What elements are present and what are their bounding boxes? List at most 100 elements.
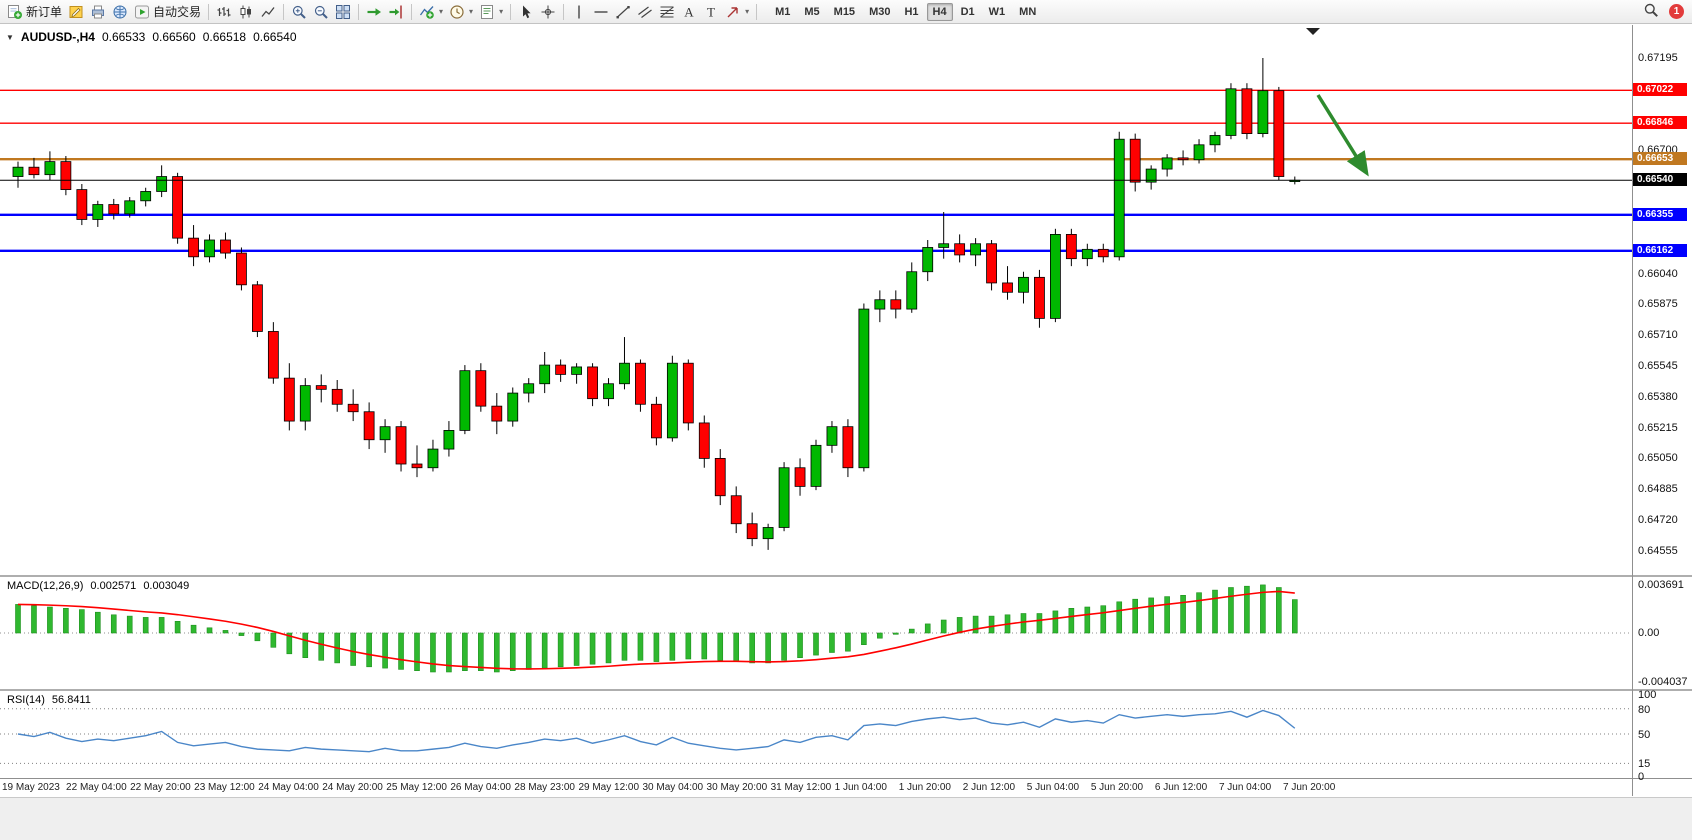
toolbar-separator [510, 3, 512, 20]
templates-icon [479, 4, 495, 20]
new-order-button[interactable]: 新订单 [4, 2, 65, 22]
time-axis[interactable]: 19 May 2023 22 May 04:00 22 May 20:00 23 Ma… [0, 778, 1692, 797]
cursor-button[interactable] [515, 2, 537, 22]
price-badge-0.66653: 0.66653 [1633, 152, 1687, 166]
timeframe-mn[interactable]: MN [1019, 5, 1037, 18]
timeframe-m15[interactable]: M15 [833, 5, 856, 18]
tile-windows-icon [335, 4, 351, 20]
ohlc-close: 0.66540 [253, 30, 297, 44]
timeframe-m5[interactable]: M5 [804, 5, 820, 18]
collapse-ohlc-icon[interactable]: ▼ [6, 32, 14, 42]
zoom-out-button[interactable] [310, 2, 332, 22]
rsi-axis-label: 50 [1638, 729, 1651, 741]
print-button[interactable] [87, 2, 109, 22]
time-axis-label: 1 Jun 20:00 [898, 782, 951, 793]
timeframe-m1[interactable]: M1 [775, 5, 791, 18]
timeframe-d1[interactable]: D1 [960, 5, 975, 18]
line-chart-button[interactable] [257, 2, 279, 22]
macd-axis-label: -0.004037 [1638, 676, 1688, 688]
ohlc-low: 0.66518 [202, 30, 247, 44]
panel-separator[interactable] [0, 575, 1692, 577]
web-community-button[interactable] [109, 2, 131, 22]
chevron-down-icon: ▾ [499, 7, 504, 16]
web-icon [112, 4, 128, 20]
timeframe-h4[interactable]: H4 [926, 2, 953, 21]
time-axis-label: 31 May 12:00 [770, 782, 832, 793]
fibonacci-button[interactable] [656, 2, 678, 22]
trendline-icon [615, 4, 631, 20]
price-axis-label: 0.65875 [1638, 298, 1678, 311]
price-axis-label: 0.64555 [1638, 544, 1678, 557]
panel-separator[interactable] [0, 689, 1692, 691]
chart-shift-button[interactable] [385, 2, 407, 22]
crosshair-button[interactable] [537, 2, 559, 22]
chevron-down-icon: ▾ [469, 7, 474, 16]
timeframe-h1[interactable]: H1 [904, 5, 919, 18]
macd-canvas[interactable] [0, 578, 1692, 688]
time-axis-label: 7 Jun 04:00 [1218, 782, 1272, 793]
price-badge-0.66162: 0.66162 [1633, 243, 1687, 257]
price-axis-label: 0.65545 [1638, 360, 1678, 372]
ohlc-high: 0.66560 [152, 30, 196, 44]
text-button[interactable]: A [678, 2, 700, 22]
vertical-line-button[interactable] [568, 2, 590, 22]
cursor-icon [518, 4, 534, 20]
new-order-button-label: 新订单 [26, 5, 63, 19]
toolbar-separator [411, 3, 413, 20]
indicators-button[interactable]: ▾ [416, 2, 446, 22]
chart-shift-marker[interactable] [1306, 28, 1320, 35]
ohlc-open: 0.66533 [101, 30, 146, 44]
time-axis-label: 23 May 12:00 [194, 782, 255, 793]
algo-trading-icon [134, 4, 150, 20]
toolbar-right: 1 [1640, 0, 1688, 23]
price-badge-0.67022: 0.67022 [1633, 83, 1687, 97]
arrows-button[interactable]: ▾ [722, 2, 752, 22]
notifications-badge[interactable]: 1 [1669, 4, 1684, 19]
rsi-axis-label: 15 [1638, 758, 1651, 771]
trendline-button[interactable] [612, 2, 634, 22]
price-chart-canvas[interactable] [0, 25, 1692, 573]
search-button[interactable] [1640, 0, 1662, 20]
bar-chart-button[interactable] [213, 2, 235, 22]
tile-windows-button[interactable] [332, 2, 354, 22]
svg-text:A: A [684, 4, 694, 19]
print-icon [90, 4, 106, 20]
line-chart-icon [260, 4, 276, 20]
rsi-axis-label: 0 [1638, 771, 1645, 783]
timeframe-m30[interactable]: M30 [869, 5, 891, 18]
toolbar-separator [208, 3, 210, 20]
templates-button[interactable]: ▾ [476, 2, 506, 22]
time-axis-label: 5 Jun 20:00 [1090, 782, 1144, 793]
toolbar-separator [283, 3, 285, 20]
candlestick-chart-button[interactable] [235, 2, 257, 22]
rsi-canvas[interactable] [0, 692, 1692, 776]
rsi-label: RSI(14) 56.8411 [7, 694, 91, 706]
price-axis-label: 0.65380 [1638, 390, 1678, 403]
time-axis-label: 19 May 2023 [2, 782, 60, 793]
horizontal-line-button[interactable] [590, 2, 612, 22]
time-axis-label: 25 May 12:00 [386, 782, 447, 793]
time-axis-label: 28 May 23:00 [514, 782, 575, 793]
trend-arrow-annotation[interactable] [1316, 94, 1369, 177]
macd-label: MACD(12,26,9) 0.002571 0.003049 [7, 580, 189, 592]
auto-scroll-button[interactable] [363, 2, 385, 22]
window-footer [0, 797, 1692, 840]
search-icon [1643, 2, 1659, 18]
algo-trading-button-label: 自动交易 [153, 5, 202, 19]
zoom-in-icon [291, 4, 307, 20]
algo-trading-button[interactable]: 自动交易 [131, 2, 204, 22]
equidistant-channel-button[interactable] [634, 2, 656, 22]
time-axis-label: 30 May 04:00 [642, 782, 704, 793]
periods-button[interactable]: ▾ [446, 2, 476, 22]
label-button[interactable]: T [700, 2, 722, 22]
timeframe-w1[interactable]: W1 [988, 5, 1006, 18]
metaeditor-button[interactable] [65, 2, 87, 22]
zoom-in-button[interactable] [288, 2, 310, 22]
macd-signal-value: 0.003049 [143, 580, 190, 592]
symbol-period-label: AUDUSD-,H4 [20, 30, 95, 44]
arrows-icon [725, 4, 741, 20]
rsi-value: 56.8411 [51, 694, 91, 706]
rsi-line [17, 709, 1296, 753]
price-axis-label: 0.65710 [1638, 329, 1678, 342]
new-order-icon [7, 4, 23, 20]
